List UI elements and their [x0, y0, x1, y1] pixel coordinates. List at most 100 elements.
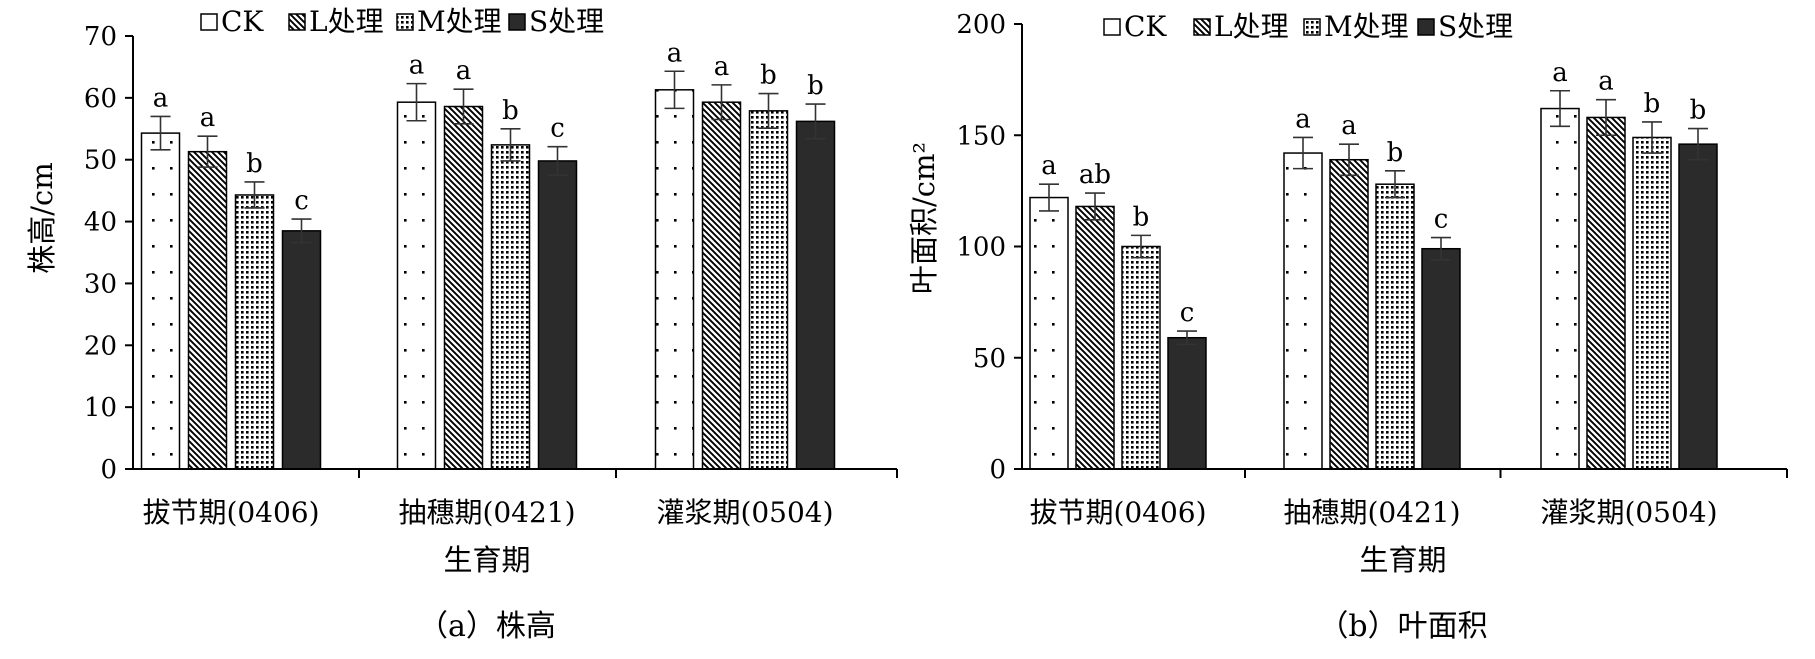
bar	[1540, 107, 1580, 470]
x-category-label: 灌浆期(0504)	[656, 496, 833, 529]
panel-title-a: （a）株高	[418, 609, 556, 644]
significance-label: a	[409, 51, 425, 81]
legend-label: L处理	[1214, 10, 1289, 43]
y-axis-b: 0 50 100 150 200	[956, 10, 1023, 485]
significance-label: a	[200, 103, 216, 133]
legend-b: CK L处理 M处理 S处理	[1103, 10, 1513, 43]
significance-label: a	[714, 52, 730, 82]
x-axis-title-a: 生育期	[443, 543, 530, 577]
bar	[234, 194, 275, 470]
significance-label: c	[1434, 205, 1449, 235]
legend-swatch	[508, 13, 526, 31]
legend-swatch	[1103, 18, 1121, 36]
bar	[1678, 143, 1718, 470]
significance-label: a	[456, 56, 472, 86]
bar	[187, 150, 228, 470]
bar	[490, 144, 531, 470]
bar	[701, 101, 742, 470]
significance-label: a	[153, 83, 169, 113]
y-tick-label: 100	[956, 233, 1006, 263]
y-tick-label: 10	[84, 393, 117, 423]
bar	[1075, 205, 1115, 470]
bar	[281, 230, 322, 470]
x-category-label: 拔节期(0406)	[142, 496, 319, 529]
y-axis-a: 0 10 20 30 40 50 60 70	[84, 22, 134, 485]
y-tick-label: 40	[84, 208, 117, 238]
bar	[654, 89, 695, 470]
significance-label: c	[1180, 298, 1195, 328]
bar	[1375, 183, 1415, 470]
bar	[1632, 136, 1672, 470]
legend-label: S处理	[529, 5, 604, 38]
x-category-label: 抽穗期(0421)	[398, 496, 575, 529]
y-tick-label: 30	[84, 269, 117, 299]
y-tick-label: 0	[100, 455, 117, 485]
significance-label: b	[1387, 138, 1404, 168]
significance-label: a	[1341, 111, 1357, 141]
legend-label: L处理	[309, 5, 384, 38]
significance-label: a	[1295, 104, 1311, 134]
bar	[1586, 116, 1626, 470]
y-tick-label: 200	[956, 10, 1006, 40]
legend-swatch	[288, 13, 306, 31]
significance-label: c	[550, 114, 565, 144]
bar	[443, 105, 484, 470]
y-axis-title-b: 叶面积/cm²	[907, 142, 941, 294]
bar	[1029, 196, 1069, 470]
y-tick-label: 50	[84, 146, 117, 176]
bar	[140, 132, 181, 470]
legend-a: CK L处理 M处理 S处理	[200, 5, 604, 38]
significance-label: a	[1552, 58, 1568, 88]
legend-swatch	[200, 13, 218, 31]
bar	[1167, 336, 1207, 470]
bar	[795, 120, 836, 470]
significance-label: c	[294, 186, 309, 216]
significance-label: b	[1690, 96, 1707, 126]
panel-title-b: （b）叶面积	[1318, 609, 1487, 644]
x-category-label: 灌浆期(0504)	[1540, 496, 1717, 529]
x-category-label: 抽穗期(0421)	[1283, 496, 1460, 529]
legend-label: M处理	[417, 5, 502, 38]
y-tick-label: 50	[973, 344, 1006, 374]
y-tick-label: 150	[956, 121, 1006, 151]
significance-label: b	[760, 61, 777, 91]
x-axis-title-b: 生育期	[1359, 543, 1446, 577]
y-axis-title-a: 株高/cm	[25, 162, 59, 274]
significance-label: b	[1644, 89, 1661, 119]
significance-label: ab	[1079, 160, 1111, 190]
legend-label: M处理	[1324, 10, 1409, 43]
significance-label: b	[1133, 202, 1150, 232]
legend-label: S处理	[1438, 10, 1513, 43]
y-tick-label: 70	[84, 22, 117, 52]
legend-label: CK	[1124, 10, 1167, 43]
x-axis-b: 拔节期(0406) 抽穗期(0421) 灌浆期(0504)	[1022, 468, 1788, 529]
significance-label: a	[1598, 67, 1614, 97]
significance-label: b	[246, 149, 263, 179]
significance-label: b	[502, 96, 519, 126]
bar	[537, 160, 578, 470]
bar	[1283, 152, 1323, 470]
significance-label: a	[667, 38, 683, 68]
x-category-label: 拔节期(0406)	[1029, 496, 1206, 529]
y-tick-label: 20	[84, 331, 117, 361]
legend-swatch	[1417, 18, 1435, 36]
bar	[1421, 247, 1461, 470]
significance-label: b	[807, 71, 824, 101]
significance-label: a	[1041, 151, 1057, 181]
legend-label: CK	[221, 5, 264, 38]
legend-swatch	[396, 13, 414, 31]
bar	[396, 101, 437, 470]
legend-swatch	[1303, 18, 1321, 36]
bar	[1329, 158, 1369, 470]
y-tick-label: 0	[989, 455, 1006, 485]
y-tick-label: 60	[84, 84, 117, 114]
legend-swatch	[1193, 18, 1211, 36]
bar	[748, 110, 789, 470]
bar	[1121, 245, 1161, 470]
x-axis-a: 拔节期(0406) 抽穗期(0421) 灌浆期(0504)	[133, 468, 898, 529]
